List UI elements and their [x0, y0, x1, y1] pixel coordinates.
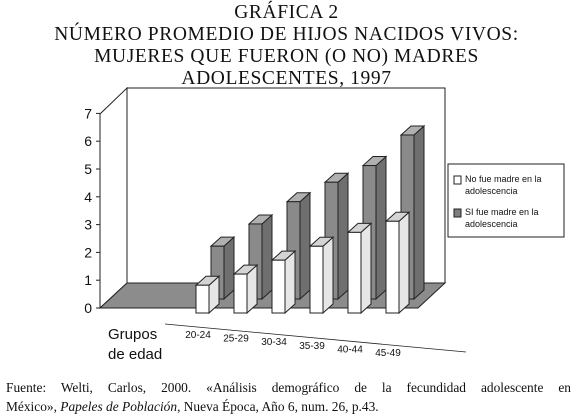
legend-box: [447, 163, 565, 238]
y-tick-label: 7: [84, 105, 92, 121]
title-line-4: ADOLESCENTES, 1997: [181, 68, 392, 89]
y-tick-label: 2: [84, 244, 92, 260]
x-axis-title-line-2: de edad: [108, 346, 162, 363]
legend-swatch-no: [453, 175, 462, 185]
x-axis-line: [164, 323, 467, 353]
x-tick-label: 40-44: [337, 344, 363, 355]
bar-no-20-24: [194, 275, 221, 315]
y-tick-label: 0: [84, 300, 92, 316]
bar-no-40-44: [346, 222, 373, 315]
x-axis-title-line-1: Grupos: [108, 326, 157, 343]
x-tick-label: 25-29: [223, 334, 249, 345]
x-axis-title: Grupos de edad: [108, 326, 162, 363]
bar-no-30-34: [270, 250, 297, 315]
bar-no-35-39: [308, 236, 335, 315]
bar-si-25-29: [247, 213, 274, 301]
source-journal: Papeles de Población: [60, 399, 178, 414]
legend-label-si-line-2: adolescencia: [465, 219, 518, 229]
title-line-1: GRÁFICA 2: [234, 2, 339, 23]
x-tick-label: 35-39: [299, 341, 325, 352]
source-line-2-end: , Nueva Época, Año 6, num. 26, p.43.: [177, 399, 379, 414]
source-citation: Fuente: Welti, Carlos, 2000. «Análisis d…: [6, 378, 571, 416]
legend: No fue madre en la adolescencia SI fue m…: [447, 163, 565, 238]
legend-swatch-si: [453, 208, 462, 218]
chart-title: GRÁFICA 2 NÚMERO PROMEDIO DE HIJOS NACID…: [0, 2, 573, 90]
legend-label-no-line-2: adolescencia: [465, 186, 518, 196]
bar-no-45-49: [384, 211, 411, 315]
title-line-2: NÚMERO PROMEDIO DE HIJOS NACIDOS VIVOS:: [54, 24, 519, 45]
y-tick-label: 5: [84, 161, 92, 177]
legend-label-no-line-1: No fue madre en la: [465, 174, 542, 184]
x-axis-labels: 20-24 25-29 30-34 35-39 40-44 45-49: [164, 323, 467, 359]
bars: [194, 124, 426, 315]
y-axis-ticks: 0 1 2 3 4 5 6 7: [84, 105, 101, 316]
source-line-2: México», Papeles de Población, Nueva Épo…: [6, 397, 571, 416]
x-tick-label: 20-24: [185, 330, 211, 341]
y-tick-label: 4: [84, 189, 92, 205]
legend-label-si-line-1: SI fue madre en la: [465, 207, 539, 217]
y-tick-label: 3: [84, 217, 92, 233]
bar-no-25-29: [232, 263, 259, 315]
y-tick-label: 1: [84, 272, 92, 288]
source-line-2-start: México»,: [6, 399, 61, 414]
x-tick-label: 30-34: [261, 337, 287, 348]
source-line-1: Fuente: Welti, Carlos, 2000. «Análisis d…: [6, 380, 571, 395]
side-wall: [99, 86, 128, 310]
title-line-3: MUJERES QUE FUERON (O NO) MADRES: [94, 46, 479, 67]
x-tick-label: 45-49: [375, 348, 401, 359]
y-tick-label: 6: [84, 133, 92, 149]
